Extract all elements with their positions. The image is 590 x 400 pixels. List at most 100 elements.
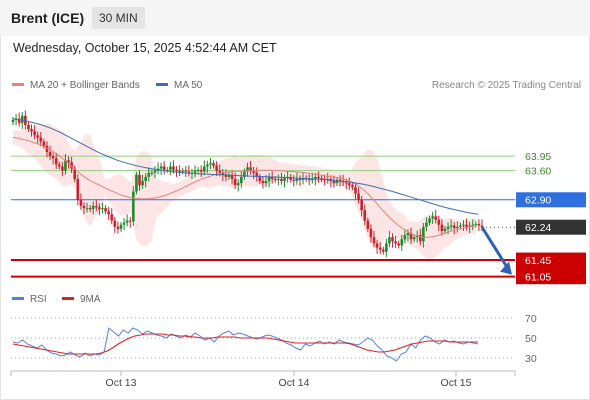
candle-body <box>255 172 259 177</box>
candle <box>107 206 110 220</box>
candle <box>67 156 70 169</box>
candle-body <box>360 199 363 211</box>
candle-body <box>33 131 36 136</box>
candle <box>366 217 370 232</box>
candle-body <box>125 220 129 223</box>
candle-body <box>54 158 58 165</box>
chart-header: Brent (ICE) 30 MIN <box>0 0 590 36</box>
candle-body <box>400 239 404 246</box>
candle <box>292 175 296 187</box>
candle <box>477 219 481 231</box>
candle <box>280 172 283 185</box>
level-tag-62.90 <box>516 192 586 208</box>
candle <box>27 122 30 133</box>
candle-body <box>45 145 49 152</box>
candle-body <box>184 170 188 172</box>
candle <box>95 199 98 211</box>
candle <box>452 221 456 235</box>
candle <box>267 173 271 188</box>
candle-body <box>388 237 391 244</box>
candle-body <box>48 151 52 157</box>
9ma-label: 9MA <box>80 294 101 305</box>
candle-body <box>150 172 154 174</box>
candle-body <box>116 226 120 229</box>
candle <box>193 165 197 178</box>
candle-body <box>27 124 30 130</box>
candle-body <box>36 135 39 138</box>
candle-body <box>76 178 80 200</box>
candle <box>372 230 376 248</box>
candle <box>54 152 58 170</box>
candle-body <box>480 225 484 228</box>
candle <box>162 161 166 175</box>
x-label-Oct 14: Oct 14 <box>279 377 310 389</box>
candle-body <box>292 179 296 182</box>
candle-body <box>332 181 336 184</box>
candle-body <box>403 235 407 240</box>
candle <box>240 171 243 188</box>
candle <box>449 219 453 231</box>
candle-body <box>391 237 394 242</box>
candle-body <box>465 224 468 227</box>
candle-body <box>165 169 169 171</box>
9ma-swatch <box>62 296 74 300</box>
support-zone-tag <box>516 253 586 284</box>
candle <box>277 174 280 186</box>
candle-body <box>95 206 98 208</box>
candle-body <box>338 179 342 182</box>
candle <box>138 170 141 191</box>
candle <box>397 240 400 249</box>
candle <box>33 124 36 140</box>
candle <box>175 166 178 177</box>
candle <box>468 221 471 234</box>
candle-body <box>187 171 191 173</box>
candle-body <box>462 224 465 226</box>
candle <box>39 132 43 147</box>
rsi-tick-50: 50 <box>525 333 537 345</box>
candle <box>104 205 107 215</box>
candle-body <box>61 166 64 171</box>
interval-button[interactable]: 30 MIN <box>92 7 145 29</box>
candle-body <box>273 178 277 180</box>
candle <box>270 171 274 184</box>
candle-body <box>459 225 462 227</box>
candle <box>128 216 132 228</box>
candle-body <box>437 219 441 225</box>
candle <box>474 220 478 228</box>
candle <box>462 220 465 231</box>
candle-body <box>181 170 185 172</box>
candle-body <box>310 178 314 180</box>
candle <box>283 174 286 188</box>
candle <box>465 218 468 231</box>
candle-body <box>443 228 447 231</box>
candle <box>98 203 101 216</box>
candle <box>443 225 447 234</box>
candle-body <box>280 178 283 182</box>
candle-body <box>82 206 86 209</box>
candle-body <box>246 167 249 172</box>
candle <box>378 242 382 255</box>
candle <box>431 211 434 224</box>
candle-body <box>39 137 43 142</box>
candle-body <box>267 176 271 182</box>
candle-body <box>42 141 46 146</box>
candle <box>48 145 52 160</box>
candle <box>91 201 95 215</box>
candle <box>385 238 388 258</box>
candle <box>110 208 114 225</box>
candle-body <box>172 166 175 170</box>
candle-body <box>354 187 357 194</box>
candle-body <box>230 174 234 179</box>
candle <box>70 156 73 174</box>
candle <box>348 177 351 190</box>
candle <box>45 141 49 158</box>
candle-body <box>348 183 351 186</box>
candle-body <box>107 211 110 215</box>
candle <box>428 215 431 226</box>
candle <box>403 228 407 244</box>
x-label-Oct 13: Oct 13 <box>106 377 137 389</box>
ma50-line <box>12 118 479 215</box>
rsi-line <box>12 327 479 362</box>
candle <box>11 117 15 125</box>
candle-body <box>477 223 481 226</box>
